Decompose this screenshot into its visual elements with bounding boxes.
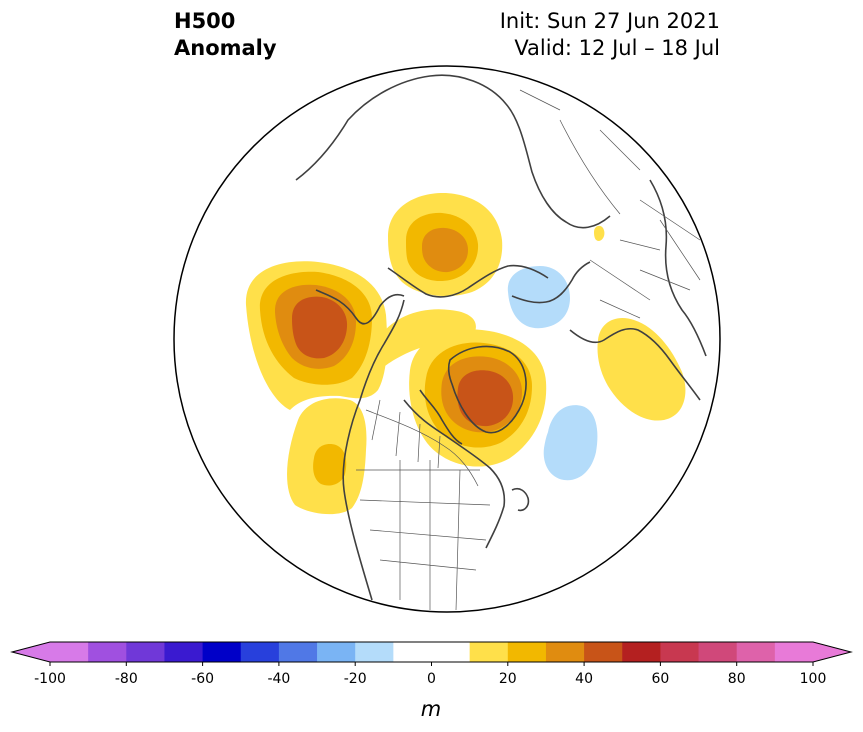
anomaly-region-europe-low — [507, 266, 570, 329]
anomaly-region-arctic-connector — [378, 309, 476, 372]
colorbar-segment — [126, 642, 165, 662]
colorbar-tick-label: 40 — [575, 671, 593, 687]
map-title-left: H500 Anomaly — [174, 8, 277, 62]
colorbar-segment — [88, 642, 127, 662]
map-title-right: Init: Sun 27 Jun 2021 Valid: 12 Jul – 18… — [500, 8, 720, 62]
coastline-baffin — [419, 389, 463, 445]
coastline-arctic-russia — [387, 264, 549, 298]
colorbar-segment — [660, 642, 700, 662]
colorbar-segment — [545, 642, 585, 662]
border-us-canada — [365, 409, 479, 487]
colorbar-segment — [317, 642, 356, 662]
anomaly-fill-layer — [245, 192, 686, 515]
coastline-alaska — [315, 289, 405, 325]
border-asia — [639, 199, 701, 281]
colorbar-segments — [10, 641, 853, 663]
colorbar-segment — [469, 642, 509, 662]
anomaly-region-small-high — [594, 225, 605, 241]
colorbar-extend-low — [12, 642, 50, 662]
colorbar-segment — [164, 642, 204, 662]
border-russia — [519, 89, 641, 215]
coastline-layer — [295, 74, 707, 601]
colorbar-segment — [774, 642, 814, 662]
anomaly-region-greenland-40 — [457, 370, 514, 427]
colorbar-tick-label: -40 — [267, 671, 290, 687]
colorbar-tick-label: -20 — [344, 671, 367, 687]
anomaly-region-atlantic-low — [543, 405, 598, 481]
coastline-siberia — [295, 74, 611, 229]
anomaly-region-westus-20 — [313, 444, 347, 486]
colorbar-segment — [278, 642, 318, 662]
anomaly-region-alaska-40 — [292, 296, 348, 359]
colorbar-segment — [393, 642, 432, 662]
coastline-hudson-bay — [403, 399, 506, 549]
colorbar-segment — [50, 642, 89, 662]
colorbar-extend-high — [813, 642, 851, 662]
init-label: Init: Sun 27 Jun 2021 — [499, 9, 720, 33]
border-us-states — [356, 460, 491, 611]
colorbar-segment — [431, 642, 471, 662]
coastline-greenland — [447, 345, 527, 434]
border-layer — [356, 89, 701, 611]
colorbar-unit-label: m — [421, 697, 441, 721]
valid-label: Valid: 12 Jul – 18 Jul — [514, 36, 720, 60]
anomaly-region-asia-high — [597, 318, 686, 421]
colorbar-tick-label: -100 — [34, 671, 66, 687]
colorbar-tick-label: 20 — [499, 671, 517, 687]
colorbar-tick-label: 0 — [427, 671, 436, 687]
coastline-north-america-west — [342, 299, 405, 601]
colorbar-segment — [240, 642, 280, 662]
colorbar-segment — [355, 642, 394, 662]
coastline-scandinavia — [511, 261, 591, 304]
colorbar-segment — [584, 642, 623, 662]
border-europe — [589, 239, 691, 319]
colorbar-tick-label: 60 — [651, 671, 669, 687]
colorbar-ticks: -100 -80 -60 -40 -20 0 20 40 60 80 100 — [34, 662, 826, 687]
coastline-europe — [569, 327, 701, 401]
colorbar-segment — [507, 642, 547, 662]
variable-label: H500 — [174, 9, 236, 33]
colorbar-segment — [698, 642, 738, 662]
coastline-east-asia — [649, 179, 707, 357]
polar-map — [173, 65, 721, 613]
coastline-newfoundland — [511, 487, 530, 512]
colorbar-tick-label: -80 — [115, 671, 138, 687]
colorbar-segment — [202, 642, 242, 662]
anomaly-region-siberia-30 — [422, 227, 468, 273]
colorbar-tick-label: 80 — [728, 671, 746, 687]
colorbar-segment — [736, 642, 776, 662]
colorbar-segment — [622, 642, 661, 662]
border-canada-provinces — [371, 399, 441, 469]
type-label: Anomaly — [174, 36, 277, 60]
colorbar: -100 -80 -60 -40 -20 0 20 40 60 80 100 m — [10, 641, 853, 721]
colorbar-tick-label: -60 — [191, 671, 214, 687]
globe-boundary — [173, 65, 721, 613]
colorbar-tick-label: 100 — [800, 671, 827, 687]
